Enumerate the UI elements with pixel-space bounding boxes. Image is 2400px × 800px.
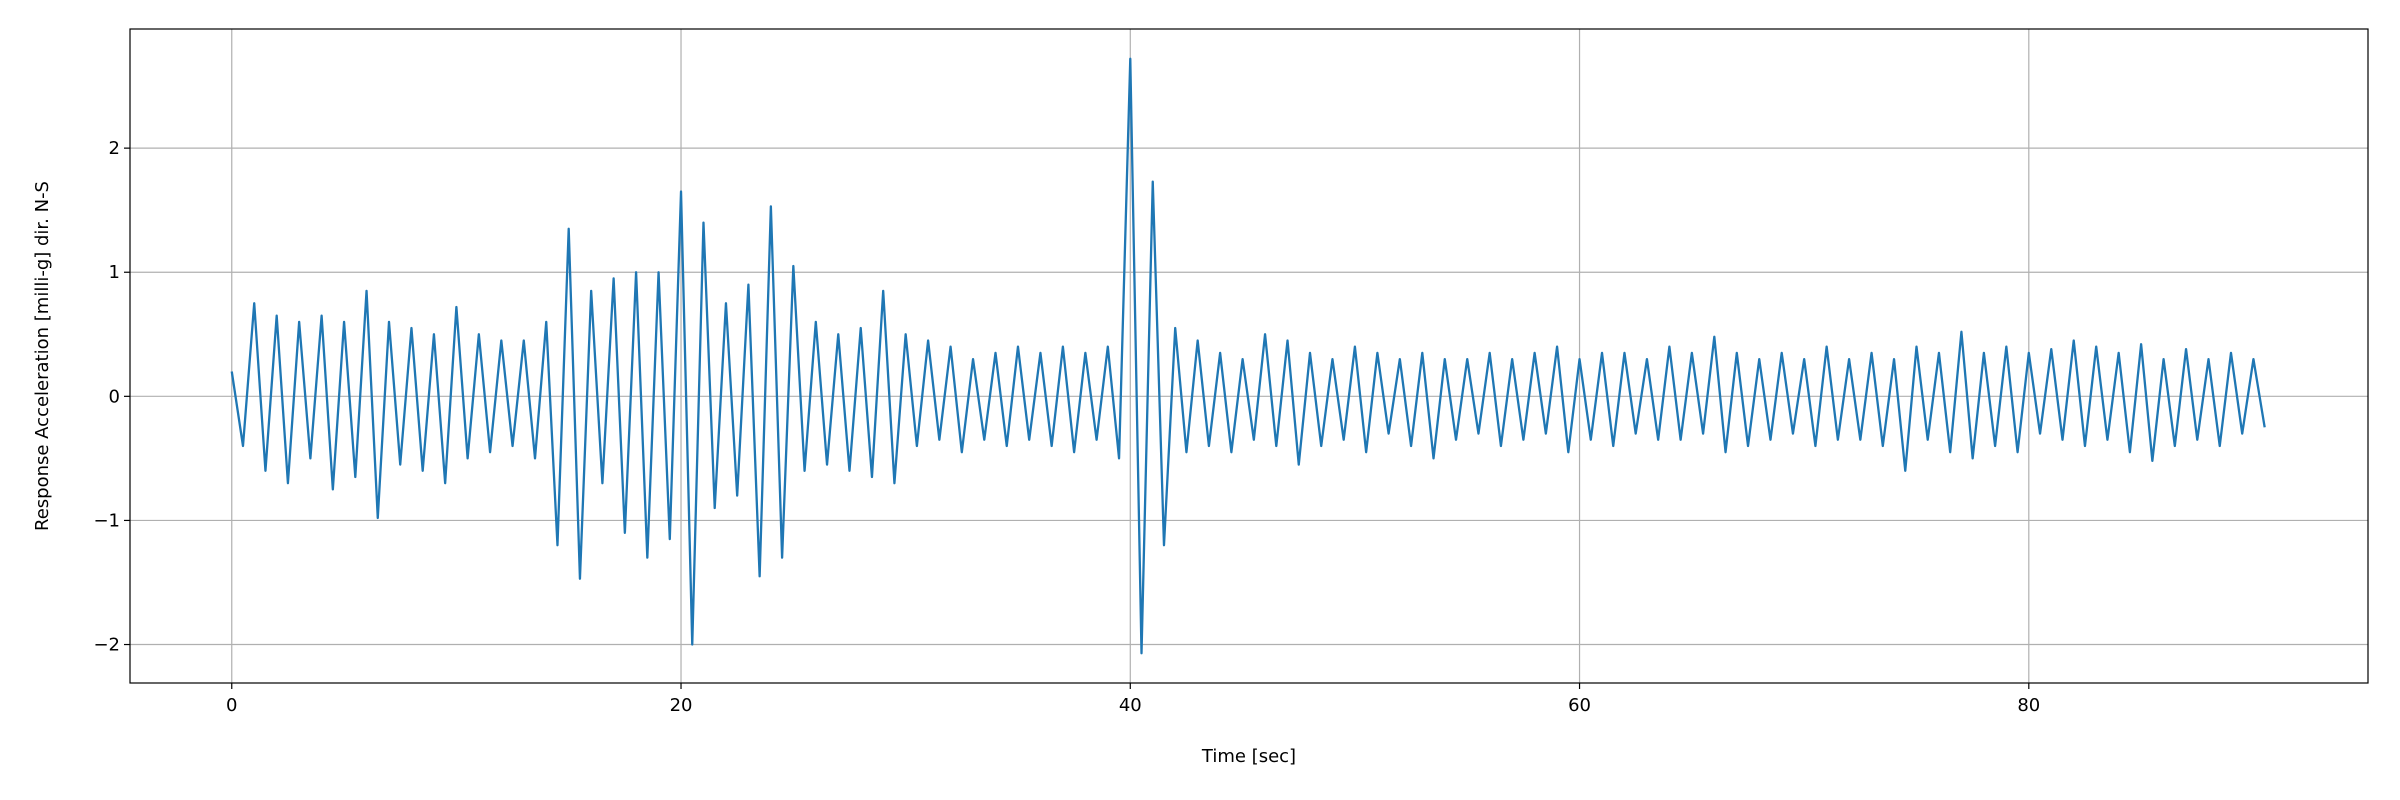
data-line	[230, 57, 2266, 655]
plot-frame	[129, 28, 2369, 684]
x-tick-label: 0	[226, 695, 237, 716]
x-tick-label: 60	[1568, 695, 1591, 716]
y-axis-label: Response Acceleration [milli-g] dir. N-S	[32, 181, 53, 531]
x-tick-label: 20	[670, 695, 693, 716]
y-tick-label: 0	[109, 386, 120, 407]
x-tick-label: 40	[1119, 695, 1142, 716]
y-tick-label: −1	[93, 510, 120, 531]
y-tick-label: 1	[109, 262, 120, 283]
x-tick-label: 80	[2017, 695, 2040, 716]
y-tick-label: 2	[109, 138, 120, 159]
x-axis-label: Time [sec]	[1201, 746, 1296, 767]
y-tick-label: −2	[93, 635, 120, 656]
